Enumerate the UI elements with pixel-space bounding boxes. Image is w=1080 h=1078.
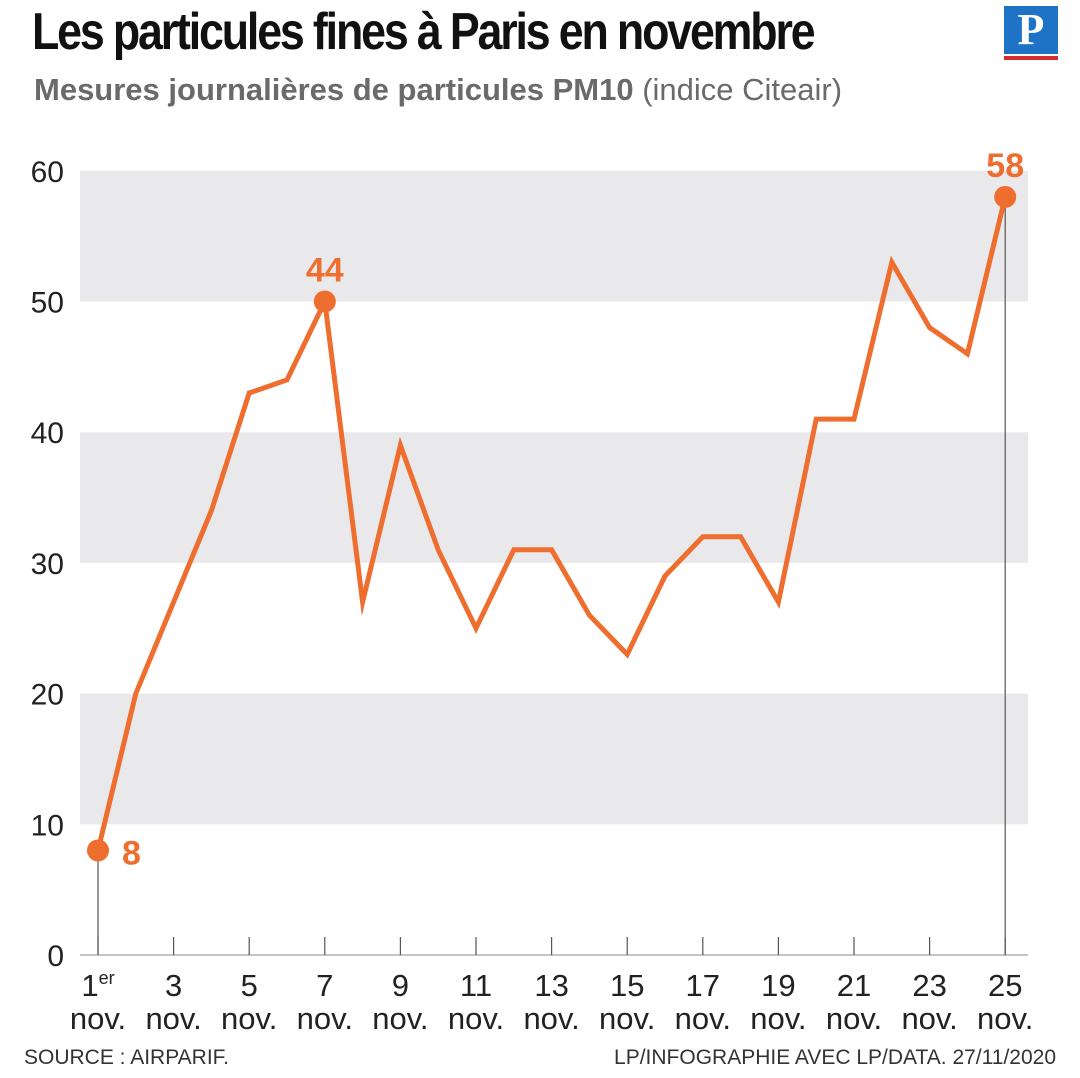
subtitle-note: (indice Citeair)	[642, 72, 843, 107]
x-tick-label: 15	[610, 968, 644, 1003]
x-tick-month: nov.	[826, 1001, 882, 1036]
subtitle-main: Mesures journalières de particules PM10	[34, 72, 634, 107]
y-tick-label: 50	[31, 287, 64, 320]
x-tick-month: nov.	[448, 1001, 504, 1036]
highlight-marker	[313, 290, 336, 313]
chart-subtitle: Mesures journalières de particules PM10 …	[34, 72, 842, 108]
y-tick-label: 30	[31, 548, 64, 581]
y-tick-label: 40	[31, 417, 64, 450]
data-label: 58	[986, 147, 1024, 185]
publisher-logo: P	[1004, 6, 1058, 60]
x-tick-label: 21	[837, 968, 871, 1003]
y-tick-label: 20	[31, 679, 64, 712]
line-chart: 01020304050601ernov.3nov.5nov.7nov.9nov.…	[31, 147, 1034, 1036]
y-tick-label: 10	[31, 809, 64, 842]
x-tick-superscript: er	[99, 968, 115, 988]
chart-title: Les particules fines à Paris en novembre	[32, 3, 816, 61]
y-tick-label: 0	[47, 940, 64, 973]
highlight-marker	[87, 839, 109, 862]
x-tick-month: nov.	[372, 1001, 428, 1036]
series-line	[95, 196, 1008, 851]
x-tick-label: 9	[392, 968, 409, 1003]
x-tick-label: 5	[241, 968, 258, 1003]
x-tick-label: 7	[316, 968, 333, 1003]
x-tick-label: 17	[686, 968, 720, 1003]
x-tick-label: 23	[912, 968, 946, 1003]
logo-stripe	[1004, 56, 1058, 60]
x-tick-month: nov.	[599, 1001, 655, 1036]
data-label: 8	[122, 834, 141, 872]
x-tick-month: nov.	[70, 1001, 126, 1036]
source-note: SOURCE : AIRPARIF.	[24, 1046, 229, 1069]
logo-letter: P	[1004, 6, 1058, 54]
x-tick-month: nov.	[221, 1001, 277, 1036]
x-tick-month: nov.	[750, 1001, 806, 1036]
x-tick-month: nov.	[297, 1001, 353, 1036]
y-tick-label: 60	[31, 156, 64, 189]
x-tick-label: 25	[988, 968, 1022, 1003]
x-tick-label: 1er	[81, 968, 114, 1003]
grid-band	[80, 432, 1028, 563]
grid-band	[80, 693, 1028, 825]
x-tick-month: nov.	[523, 1001, 579, 1036]
x-tick-month: nov.	[145, 1001, 201, 1036]
credit-note: LP/INFOGRAPHIE AVEC LP/DATA. 27/11/2020	[614, 1046, 1056, 1069]
x-tick-label: 3	[165, 968, 182, 1003]
x-tick-label: 13	[534, 968, 568, 1003]
x-tick-label: 19	[761, 968, 795, 1003]
x-tick-month: nov.	[977, 1001, 1033, 1036]
data-label: 44	[306, 252, 344, 290]
highlight-marker	[994, 185, 1017, 208]
x-tick-month: nov.	[675, 1001, 731, 1036]
grid-band	[80, 170, 1028, 302]
x-tick-month: nov.	[901, 1001, 957, 1036]
x-tick-label: 11	[460, 968, 492, 1003]
